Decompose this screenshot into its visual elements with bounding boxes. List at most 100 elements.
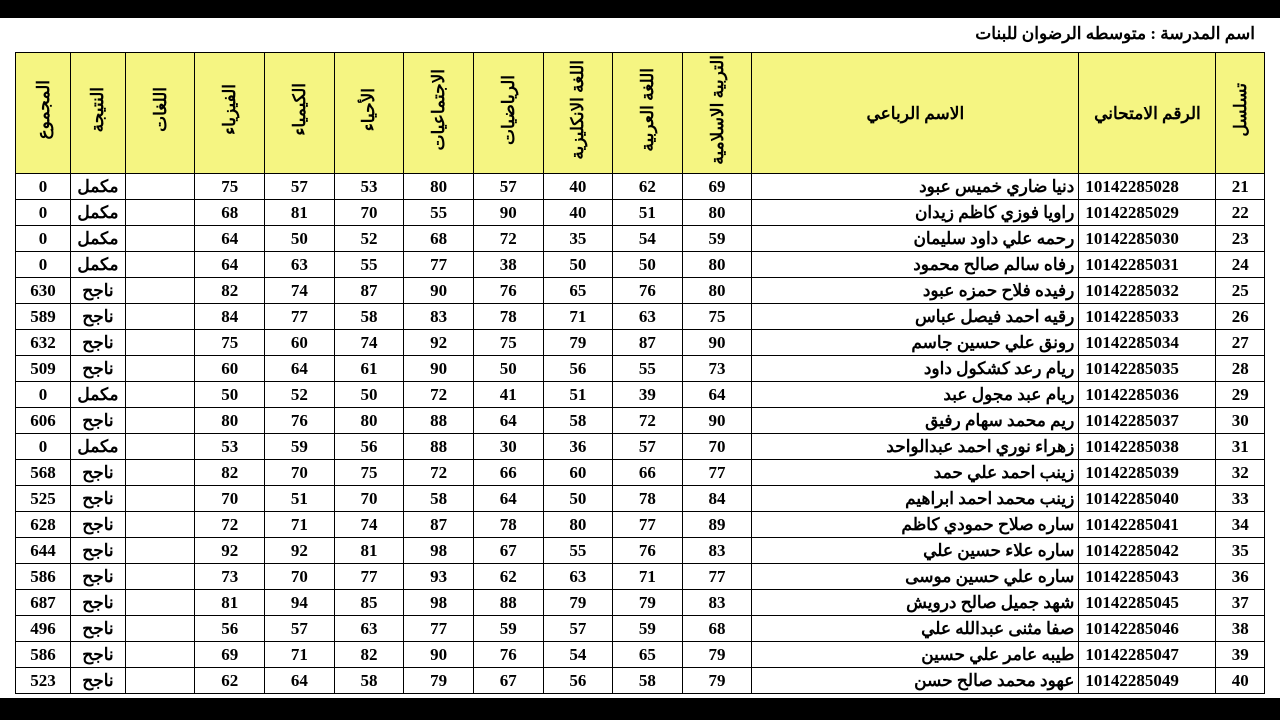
cell-subject: 98	[404, 538, 474, 564]
cell-subject: 56	[543, 668, 613, 694]
cell-name: صفا مثنى عبدالله علي	[752, 616, 1079, 642]
cell-subject: 72	[404, 382, 474, 408]
cell-total: 0	[16, 382, 71, 408]
results-table: تسلسل الرقم الامتحاني الاسم الرباعي التر…	[15, 52, 1265, 694]
cell-subject: 50	[334, 382, 404, 408]
cell-subject: 38	[473, 252, 543, 278]
cell-exam-no: 10142285037	[1079, 408, 1216, 434]
cell-subject: 40	[543, 174, 613, 200]
cell-seq: 22	[1216, 200, 1265, 226]
cell-subject: 88	[404, 408, 474, 434]
cell-subject: 69	[682, 174, 752, 200]
cell-subject: 67	[473, 538, 543, 564]
cell-name: رفيده فلاح حمزه عبود	[752, 278, 1079, 304]
cell-subject: 79	[404, 668, 474, 694]
cell-seq: 25	[1216, 278, 1265, 304]
cell-result: ناجح	[71, 616, 126, 642]
cell-name: رقيه احمد فيصل عباس	[752, 304, 1079, 330]
cell-subject: 83	[404, 304, 474, 330]
cell-subject: 82	[195, 278, 265, 304]
cell-subject: 75	[473, 330, 543, 356]
cell-subject: 57	[543, 616, 613, 642]
cell-total: 496	[16, 616, 71, 642]
cell-subject: 71	[265, 642, 335, 668]
cell-subject: 77	[613, 512, 683, 538]
cell-seq: 27	[1216, 330, 1265, 356]
cell-seq: 33	[1216, 486, 1265, 512]
cell-name: ساره علاء حسين علي	[752, 538, 1079, 564]
cell-subject: 77	[334, 564, 404, 590]
cell-subject: 80	[195, 408, 265, 434]
cell-subject: 51	[265, 486, 335, 512]
cell-exam-no: 10142285030	[1079, 226, 1216, 252]
cell-subject: 57	[613, 434, 683, 460]
table-row: 3910142285047طيبه عامر علي حسين796554769…	[16, 642, 1265, 668]
cell-exam-no: 10142285031	[1079, 252, 1216, 278]
cell-subject: 72	[195, 512, 265, 538]
cell-total: 586	[16, 642, 71, 668]
cell-subject	[125, 564, 195, 590]
cell-subject: 35	[543, 226, 613, 252]
cell-total: 568	[16, 460, 71, 486]
cell-exam-no: 10142285039	[1079, 460, 1216, 486]
cell-result: ناجح	[71, 538, 126, 564]
cell-subject: 70	[334, 200, 404, 226]
table-row: 4010142285049عهود محمد صالح حسن795856677…	[16, 668, 1265, 694]
table-row: 3110142285038زهراء نوري احمد عبدالواحد70…	[16, 434, 1265, 460]
cell-subject: 59	[473, 616, 543, 642]
cell-subject: 70	[265, 564, 335, 590]
cell-total: 632	[16, 330, 71, 356]
table-row: 3210142285039زينب احمد علي حمد7766606672…	[16, 460, 1265, 486]
cell-subject	[125, 382, 195, 408]
cell-subject: 72	[473, 226, 543, 252]
cell-exam-no: 10142285034	[1079, 330, 1216, 356]
col-physics: الفيزياء	[195, 53, 265, 174]
cell-subject: 78	[473, 304, 543, 330]
cell-subject: 54	[543, 642, 613, 668]
table-row: 3710142285045شهد جميل صالح درويش83797988…	[16, 590, 1265, 616]
cell-name: طيبه عامر علي حسين	[752, 642, 1079, 668]
cell-subject	[125, 330, 195, 356]
cell-subject: 90	[404, 642, 474, 668]
cell-subject: 57	[265, 616, 335, 642]
cell-subject: 90	[404, 356, 474, 382]
cell-subject: 55	[543, 538, 613, 564]
cell-seq: 36	[1216, 564, 1265, 590]
table-row: 3510142285042ساره علاء حسين علي837655679…	[16, 538, 1265, 564]
cell-total: 0	[16, 252, 71, 278]
cell-subject: 64	[195, 252, 265, 278]
cell-name: زينب محمد احمد ابراهيم	[752, 486, 1079, 512]
cell-result: مكمل	[71, 434, 126, 460]
cell-subject: 52	[334, 226, 404, 252]
cell-total: 644	[16, 538, 71, 564]
cell-exam-no: 10142285049	[1079, 668, 1216, 694]
cell-subject: 40	[543, 200, 613, 226]
cell-result: ناجح	[71, 564, 126, 590]
cell-subject: 83	[682, 590, 752, 616]
cell-subject: 90	[404, 278, 474, 304]
cell-subject: 51	[543, 382, 613, 408]
cell-total: 0	[16, 200, 71, 226]
col-languages: اللغات	[125, 53, 195, 174]
table-row: 2610142285033رقيه احمد فيصل عباس75637178…	[16, 304, 1265, 330]
cell-subject: 53	[195, 434, 265, 460]
cell-subject: 87	[613, 330, 683, 356]
cell-subject: 50	[543, 486, 613, 512]
cell-result: ناجح	[71, 330, 126, 356]
cell-name: ساره صلاح حمودي كاظم	[752, 512, 1079, 538]
cell-total: 509	[16, 356, 71, 382]
cell-name: دنيا ضاري خميس عبود	[752, 174, 1079, 200]
cell-subject: 76	[613, 278, 683, 304]
cell-subject: 92	[195, 538, 265, 564]
col-chemistry: الكيمياء	[265, 53, 335, 174]
cell-exam-no: 10142285047	[1079, 642, 1216, 668]
table-row: 2110142285028دنيا ضاري خميس عبود69624057…	[16, 174, 1265, 200]
cell-subject: 56	[543, 356, 613, 382]
cell-subject: 58	[334, 668, 404, 694]
cell-subject: 77	[404, 616, 474, 642]
cell-result: مكمل	[71, 382, 126, 408]
cell-subject	[125, 252, 195, 278]
table-row: 3610142285043ساره علي حسين موسى777163629…	[16, 564, 1265, 590]
cell-subject: 93	[404, 564, 474, 590]
col-math: الرياضيات	[473, 53, 543, 174]
